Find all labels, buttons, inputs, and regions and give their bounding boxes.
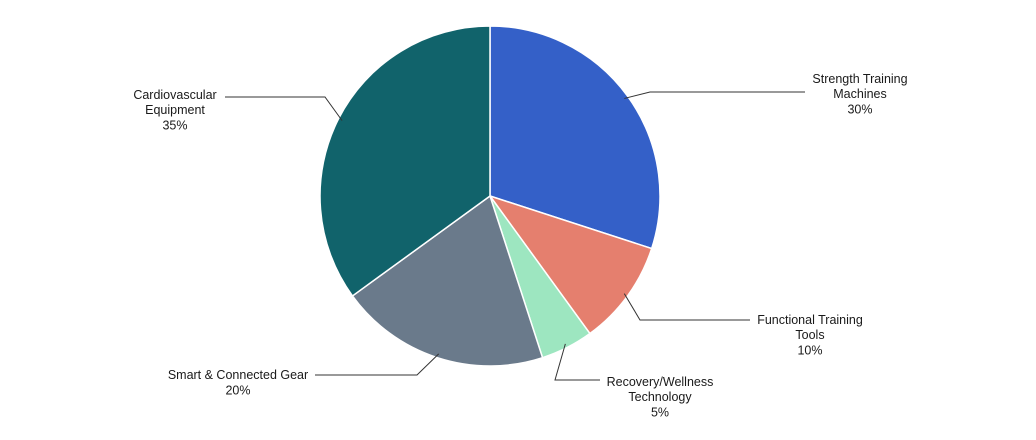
- pie-slice: [488, 194, 653, 335]
- leader-line: [623, 293, 750, 321]
- pie-slice: [351, 194, 544, 367]
- slice-value-label: 5%: [651, 405, 669, 419]
- slice-label: Recovery/Wellness Technology: [607, 375, 714, 404]
- leader-line: [225, 96, 343, 121]
- leader-line: [554, 343, 600, 381]
- slice-value-label: 20%: [225, 383, 250, 397]
- slice-label: Functional Training Tools: [757, 313, 863, 342]
- slice-value-label: 10%: [797, 343, 822, 357]
- slice-value-label: 30%: [847, 102, 872, 116]
- slice-value-label: 35%: [162, 118, 187, 132]
- leader-line: [624, 91, 805, 99]
- slice-label: Strength Training Machines: [812, 72, 907, 101]
- leader-line: [315, 353, 440, 376]
- pie-slice: [489, 25, 661, 250]
- pie-slice: [319, 25, 491, 297]
- slice-label: Cardiovascular Equipment: [133, 88, 216, 117]
- slice-label: Smart & Connected Gear: [168, 368, 308, 382]
